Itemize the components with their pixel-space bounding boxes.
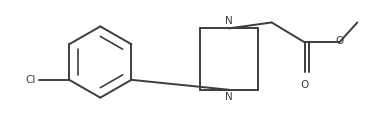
Text: O: O bbox=[300, 80, 309, 90]
Text: N: N bbox=[225, 92, 233, 102]
Text: N: N bbox=[225, 17, 233, 26]
Text: O: O bbox=[335, 36, 344, 46]
Text: Cl: Cl bbox=[25, 75, 35, 85]
